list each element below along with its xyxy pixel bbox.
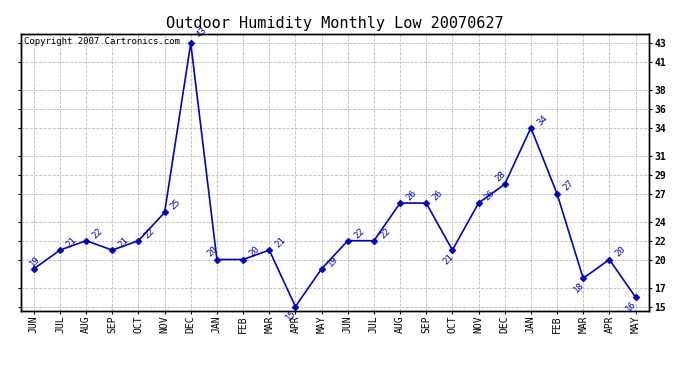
Text: 22: 22 bbox=[378, 226, 392, 240]
Text: 21: 21 bbox=[273, 236, 287, 249]
Text: 16: 16 bbox=[624, 299, 638, 313]
Text: 22: 22 bbox=[143, 226, 157, 240]
Title: Outdoor Humidity Monthly Low 20070627: Outdoor Humidity Monthly Low 20070627 bbox=[166, 16, 504, 31]
Text: 19: 19 bbox=[28, 254, 42, 268]
Text: 25: 25 bbox=[169, 198, 183, 212]
Text: Copyright 2007 Cartronics.com: Copyright 2007 Cartronics.com bbox=[24, 36, 179, 45]
Text: 22: 22 bbox=[90, 226, 104, 240]
Text: 26: 26 bbox=[483, 188, 497, 202]
Text: 20: 20 bbox=[206, 245, 220, 259]
Text: 21: 21 bbox=[64, 236, 78, 249]
Text: 19: 19 bbox=[326, 254, 339, 268]
Text: 18: 18 bbox=[572, 280, 586, 294]
Text: 43: 43 bbox=[195, 26, 209, 40]
Text: 21: 21 bbox=[442, 252, 455, 266]
Text: 15: 15 bbox=[284, 309, 298, 322]
Text: 34: 34 bbox=[535, 113, 549, 127]
Text: 28: 28 bbox=[493, 170, 508, 183]
Text: 27: 27 bbox=[561, 179, 575, 193]
Text: 20: 20 bbox=[247, 245, 262, 259]
Text: 22: 22 bbox=[352, 226, 366, 240]
Text: 21: 21 bbox=[117, 236, 130, 249]
Text: 26: 26 bbox=[431, 188, 444, 202]
Text: 20: 20 bbox=[613, 245, 627, 259]
Text: 26: 26 bbox=[404, 188, 418, 202]
